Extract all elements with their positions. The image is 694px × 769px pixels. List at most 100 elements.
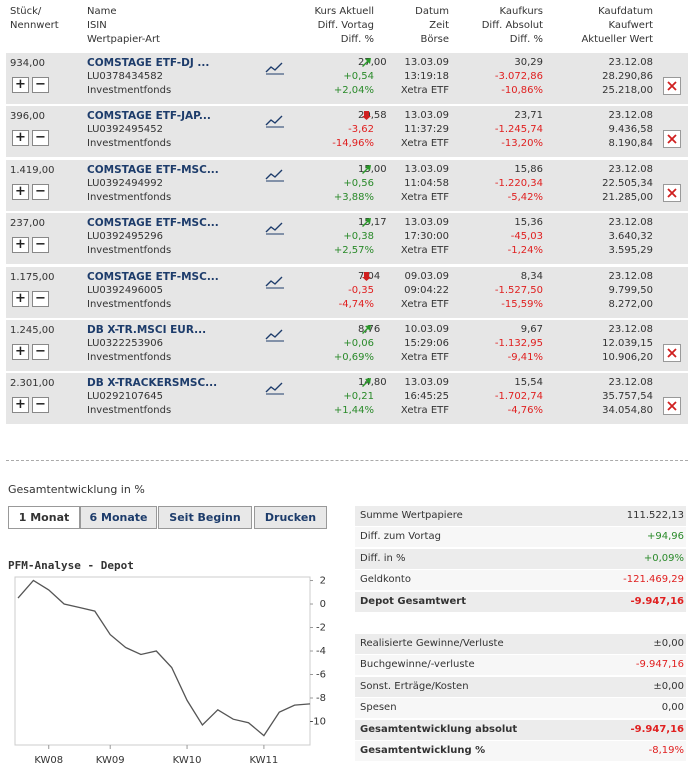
minus-button[interactable]: − [32,183,49,200]
security-name[interactable]: COMSTAGE ETF-DJ ... [87,57,210,69]
security-name[interactable]: COMSTAGE ETF-MSC... [87,217,219,230]
diff-absolute-percent: -4,76% [507,405,543,417]
delete-button[interactable] [663,130,681,149]
diff-previous-day: -0,35 [348,284,374,296]
plus-button[interactable]: + [12,290,29,307]
buy-price: 15,86 [514,163,543,175]
price: 7,04 [358,270,381,282]
trend-arrow [361,164,372,175]
summary-row [355,676,686,697]
security-type: Investmentfonds [87,85,172,96]
exchange: Xetra ETF [400,85,449,96]
isin: LU0392496005 [87,284,164,296]
chart-icon[interactable] [265,221,285,235]
chart-icon[interactable] [265,275,285,289]
security-name[interactable]: DB X-TR.MSCI EUR... [87,324,207,336]
exchange: Xetra ETF [400,405,449,417]
isin: LU0292107645 [87,391,164,403]
column-header: Diff. Absolut [481,20,543,31]
delete-button[interactable] [663,397,681,416]
isin: LU0322253906 [87,338,164,349]
diff-percent: +1,44% [333,405,374,417]
chart-icon[interactable] [265,61,285,75]
security-name[interactable]: COMSTAGE ETF-MSC... [87,270,219,283]
minus-button[interactable]: − [32,237,49,254]
delete-button[interactable] [663,183,681,202]
delete-button[interactable] [663,344,681,362]
chart-icon[interactable] [265,114,285,128]
exchange: Xetra ETF [400,352,449,363]
line-series [17,579,311,737]
diff-absolute-percent: -1,24% [507,245,543,257]
minus-button[interactable]: − [32,344,49,360]
summary-value: -9.947,16 [630,595,685,607]
plus-button[interactable]: + [12,77,29,93]
diff-absolute-percent: -10,86% [501,85,543,96]
column-header: Kaufkurs [499,6,543,17]
summary-label: Summe Wertpapiere [360,510,463,521]
summary-label: Sonst. Erträge/Kosten [360,680,469,692]
tab[interactable]: Seit Beginn [158,506,252,529]
minus-button[interactable]: − [32,130,49,147]
tab[interactable]: Drucken [254,506,327,529]
security-name[interactable]: COMSTAGE ETF-JAP... [87,110,211,123]
tab[interactable]: 1 Monat [8,506,80,529]
current-value: 34.054,80 [602,405,653,417]
diff-absolute: -1.132,95 [494,338,543,349]
security-type: Investmentfonds [87,298,172,310]
column-header: Stück/ [10,6,42,17]
buy-value: 9.436,58 [608,124,653,136]
minus-button[interactable]: − [32,397,49,414]
date: 13.03.09 [404,57,449,68]
summary-row [355,741,686,761]
diff-percent: +3,88% [333,191,374,203]
minus-button[interactable]: − [32,290,49,307]
summary-value: -9.947,16 [635,659,684,671]
column-header: Datum [415,6,449,17]
minus-button[interactable]: − [32,77,49,93]
date: 13.03.09 [404,163,449,175]
summary-value: -121.469,29 [623,574,684,586]
diff-percent: +2,57% [333,245,374,257]
plus-button[interactable]: + [12,130,29,147]
delete-button[interactable] [663,77,681,95]
summary-label: Gesamtentwicklung % [360,745,486,756]
security-type: Investmentfonds [87,245,172,257]
current-value: 8.190,84 [608,138,653,150]
plot-frame [14,576,311,746]
isin: LU0392495296 [87,231,164,243]
buy-price: 9,67 [520,324,543,335]
quantity: 396,00 [10,111,45,123]
security-name[interactable]: COMSTAGE ETF-MSC... [87,163,219,176]
security-name[interactable]: DB X-TRACKERSMSC... [87,377,218,390]
chart-icon[interactable] [265,168,285,182]
summary-label: Buchgewinne/-verluste [360,659,475,671]
plus-button[interactable]: + [12,344,29,360]
summary-row [355,655,686,676]
time: 11:04:58 [404,177,449,189]
time: 09:04:22 [404,284,449,296]
tab[interactable]: 6 Monate [80,506,157,529]
security-type: Investmentfonds [87,352,172,363]
quantity: 934,00 [10,58,45,69]
plus-button[interactable]: + [12,237,29,254]
current-value: 21.285,00 [602,191,653,203]
summary-value: ±0,00 [653,638,684,649]
y-tick-label: 0 [320,599,326,610]
chart-icon[interactable] [265,381,285,395]
diff-previous-day: +0,06 [343,338,374,349]
chart-icon[interactable] [265,328,285,342]
current-value: 10.906,20 [602,352,653,363]
time: 13:19:18 [404,71,449,82]
date: 13.03.09 [404,110,449,122]
price: 27,00 [358,57,387,68]
trend-arrow [361,110,372,121]
diff-percent: +0,69% [333,352,374,363]
date: 10.03.09 [404,324,449,335]
plus-button[interactable]: + [12,183,29,200]
plus-button[interactable]: + [12,397,29,414]
time: 15:29:06 [404,338,449,349]
column-header: Zeit [429,20,449,31]
column-header: Kaufwert [608,20,653,31]
